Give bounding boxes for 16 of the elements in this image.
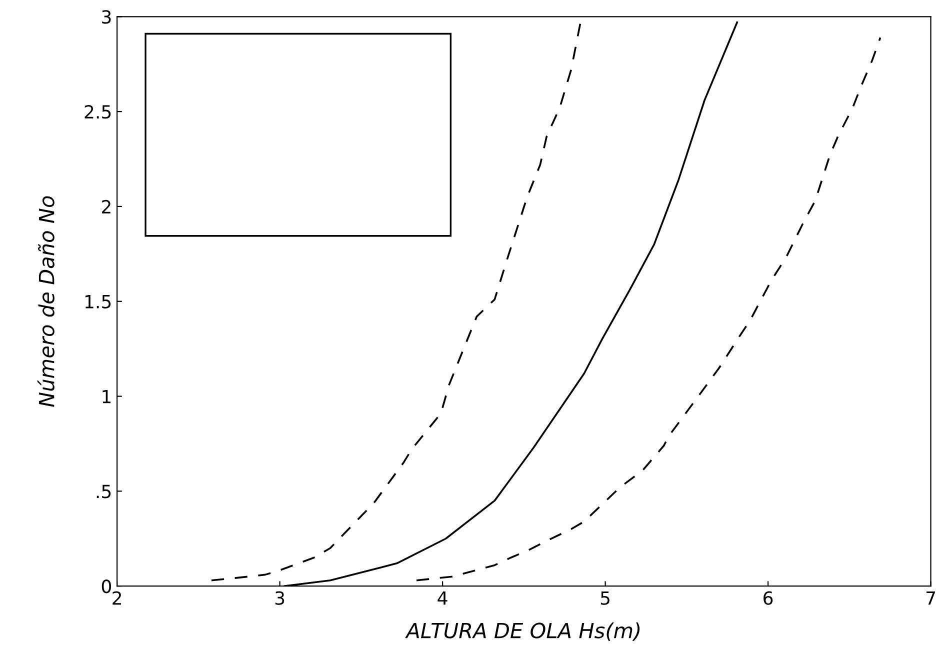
y-tick-label: 1.5 xyxy=(85,295,111,308)
y-axis-title: Número de Daño No xyxy=(37,196,54,407)
x-tick-label: 7 xyxy=(926,591,935,605)
y-tick-label: 2 xyxy=(102,200,110,214)
y-tick-label: 1 xyxy=(102,390,111,404)
y-tick-label: 0 xyxy=(102,580,111,594)
y-tick-label: .5 xyxy=(96,484,111,498)
y-tick-label: 3 xyxy=(102,10,111,24)
x-tick-label: 4 xyxy=(438,591,448,605)
x-tick-label: 6 xyxy=(764,591,773,605)
x-tick-label: 2 xyxy=(112,591,121,605)
line-series xyxy=(416,36,882,582)
x-axis-title: ALTURA DE OLA Hs(m) xyxy=(405,622,640,641)
x-tick-label: 3 xyxy=(275,591,284,605)
y-tick-label: 2.5 xyxy=(84,105,111,119)
x-tick-label: 5 xyxy=(600,591,610,605)
